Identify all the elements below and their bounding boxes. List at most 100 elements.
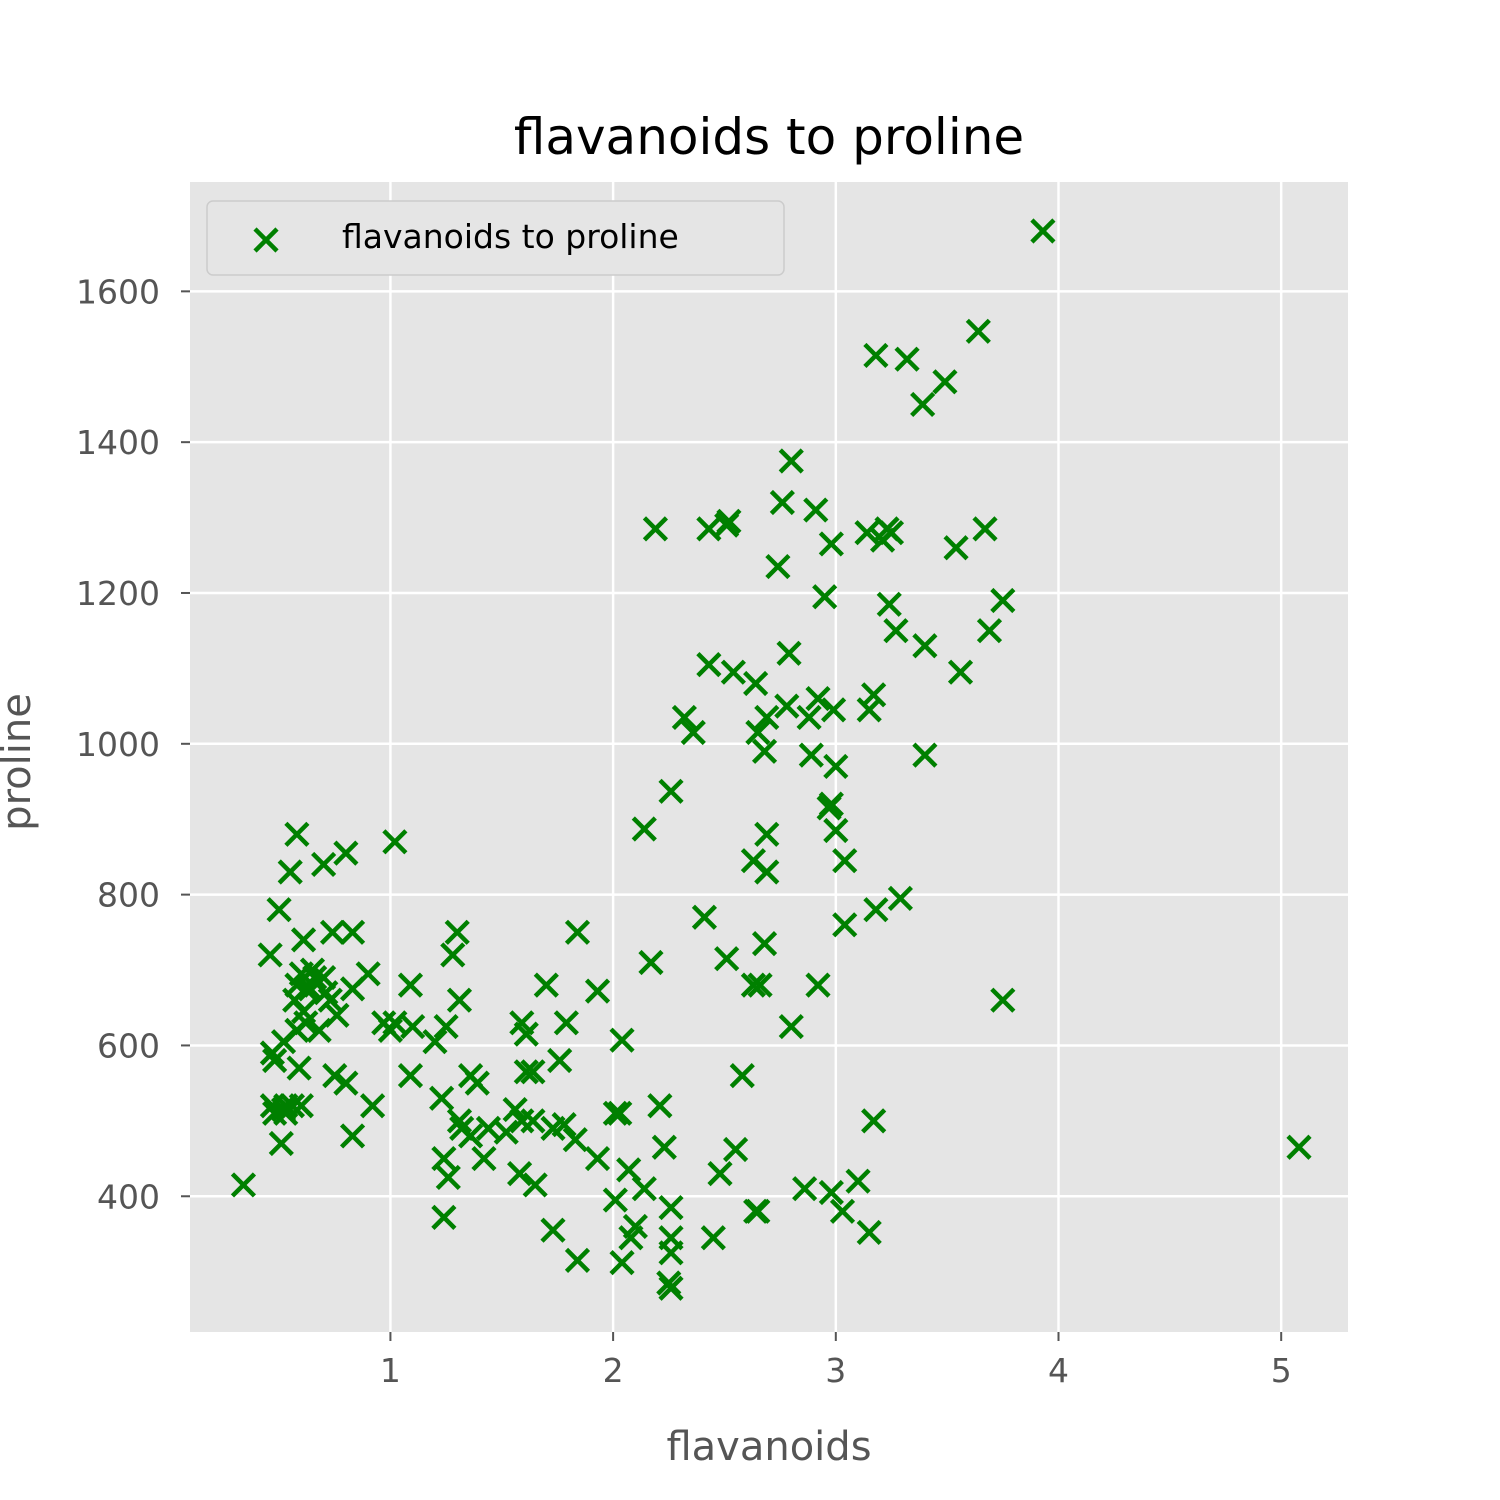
x-tick-label: 5 — [1271, 1351, 1292, 1390]
data-point — [972, 516, 998, 542]
y-tick-label: 600 — [97, 1026, 160, 1065]
data-point — [290, 927, 317, 953]
data-point — [433, 1013, 459, 1040]
data-point — [820, 697, 847, 723]
data-point — [816, 795, 842, 821]
data-point — [700, 1225, 726, 1251]
data-point — [812, 584, 838, 610]
data-point — [990, 587, 1016, 614]
y-axis-label: proline — [0, 693, 40, 831]
data-point — [743, 1198, 769, 1224]
y-tick-label: 1000 — [76, 725, 160, 764]
data-point — [446, 987, 473, 1013]
data-point — [631, 816, 657, 842]
x-tick-label: 4 — [1048, 1351, 1069, 1390]
data-point — [509, 1108, 535, 1134]
legend: flavanoids to proline — [206, 200, 785, 276]
data-point — [990, 987, 1016, 1013]
y-tick-label: 400 — [97, 1177, 160, 1216]
grid-lines — [190, 182, 1348, 1332]
data-point — [602, 1187, 628, 1213]
data-point — [319, 919, 346, 945]
data-point — [562, 1127, 588, 1153]
chart-title: flavanoids to proline — [514, 108, 1024, 166]
data-point — [520, 1108, 546, 1134]
data-point — [863, 897, 889, 923]
data-point — [647, 1093, 673, 1119]
data-point — [658, 1194, 684, 1221]
data-point — [691, 904, 718, 930]
data-point — [792, 1176, 818, 1202]
data-point — [720, 659, 746, 685]
data-point — [333, 1070, 359, 1096]
data-point — [273, 1100, 299, 1126]
data-point — [290, 998, 317, 1025]
data-point — [932, 369, 958, 395]
data-point — [894, 346, 920, 372]
data-point — [382, 829, 408, 855]
axis-ticks: 1 2 3 4 5 400 600 800 1000 1200 1400 1600 — [76, 272, 1292, 1390]
data-point — [277, 859, 303, 885]
data-point — [743, 670, 769, 697]
data-point — [564, 1247, 591, 1273]
data-point — [774, 693, 800, 719]
data-point — [553, 1010, 579, 1036]
data-point — [259, 1040, 285, 1066]
data-point — [262, 1047, 288, 1074]
data-point — [429, 1085, 455, 1111]
data-point — [513, 1021, 539, 1047]
data-point — [861, 1108, 887, 1134]
y-tick-label: 800 — [97, 876, 160, 915]
legend-label: flavanoids to proline — [342, 217, 679, 256]
legend-marker-x-icon — [253, 227, 279, 253]
data-point — [747, 972, 773, 998]
data-point — [869, 527, 896, 553]
data-point — [435, 1164, 461, 1191]
data-point — [754, 821, 780, 847]
data-point — [832, 912, 858, 938]
data-point — [714, 946, 740, 972]
data-point — [729, 1063, 755, 1089]
data-point — [854, 520, 880, 546]
legend-marker-x-icon — [253, 227, 279, 253]
data-point — [778, 1013, 804, 1040]
data-point — [607, 1100, 633, 1126]
data-point — [658, 1240, 684, 1266]
data-point — [818, 531, 844, 557]
data-point — [776, 640, 802, 666]
data-point — [618, 1225, 644, 1251]
data-point — [1286, 1134, 1312, 1160]
data-point — [965, 318, 991, 344]
data-point — [769, 489, 795, 516]
data-point — [397, 1063, 424, 1089]
data-point — [642, 516, 669, 542]
data-point — [533, 972, 559, 998]
data-point — [449, 1115, 475, 1141]
data-point — [910, 391, 936, 418]
data-point — [754, 859, 780, 885]
data-point — [431, 1145, 457, 1172]
data-point — [382, 1010, 408, 1036]
data-point — [912, 633, 938, 659]
data-point — [506, 1161, 533, 1187]
data-point — [707, 1161, 733, 1187]
data-point — [268, 1130, 294, 1157]
x-tick-label: 1 — [380, 1351, 401, 1390]
data-point — [638, 949, 664, 976]
data-point — [751, 738, 778, 764]
data-point — [863, 342, 889, 369]
data-point — [522, 1172, 548, 1198]
data-point — [444, 919, 470, 945]
data-point — [803, 497, 829, 523]
legend-box — [206, 200, 785, 276]
y-tick-label: 1400 — [76, 423, 160, 462]
data-point — [680, 719, 706, 746]
data-point — [422, 1029, 448, 1055]
data-point — [818, 1179, 844, 1206]
x-tick-label: 2 — [603, 1351, 624, 1390]
data-point — [751, 931, 778, 957]
data-point — [754, 704, 780, 731]
data-point — [856, 1219, 882, 1246]
data-point — [520, 1059, 546, 1085]
data-point — [493, 1119, 519, 1145]
